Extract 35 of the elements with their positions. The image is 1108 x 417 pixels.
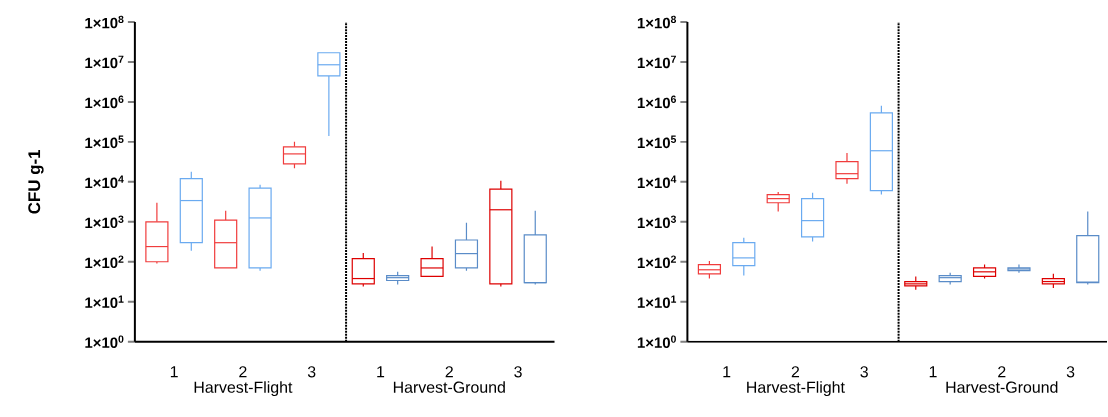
x-tick-label: 1: [929, 366, 937, 378]
y-tick-label: 1×10$^{3}$: [637, 215, 676, 229]
y-axis-title: CFU g-1: [28, 150, 44, 214]
text: Harvest-Flight: [194, 381, 293, 397]
x-tick-label: 3: [1066, 366, 1075, 378]
y-tick-label: 1×10$^{5}$: [85, 135, 124, 149]
y-tick-label: 1×10$^{7}$: [85, 55, 124, 69]
y-tick-label: 1×10$^{6}$: [637, 95, 676, 109]
y-tick-label: 1×10$^{8}$: [637, 15, 677, 29]
y-tick-label: 1×10$^{5}$: [637, 135, 677, 149]
x-tick-label: 2: [445, 366, 453, 378]
x-tick-label: 1: [377, 366, 385, 378]
x-tick-label: 2: [998, 366, 1006, 378]
x-tick-label: 1: [170, 366, 178, 378]
x-tick-label: 3: [514, 366, 522, 378]
y-tick-label: 1×10$^{8}$: [85, 15, 124, 29]
text: Harvest-Flight: [747, 381, 845, 397]
y-tick-label: 1×10$^{0}$: [85, 335, 124, 349]
text: Harvest-Ground: [393, 381, 505, 394]
x-tick-label: 3: [860, 366, 868, 378]
y-tick-label: 1×10$^{4}$: [85, 175, 124, 189]
y-tick-label: 1×10$^{1}$: [637, 295, 677, 309]
y-tick-label: 1×10$^{7}$: [637, 55, 676, 69]
text: Harvest-Ground: [946, 381, 1058, 394]
y-tick-label: 1×10$^{2}$: [85, 255, 124, 269]
x-tick-label: 1: [723, 366, 731, 378]
y-tick-label: 1×10$^{2}$: [637, 255, 676, 269]
x-tick-label: 2: [239, 366, 247, 378]
y-tick-label: 1×10$^{6}$: [85, 95, 124, 109]
x-tick-label: 2: [791, 366, 800, 378]
y-tick-label: 1×10$^{1}$: [85, 295, 124, 309]
y-tick-label: 1×10$^{0}$: [637, 335, 676, 349]
x-tick-label: 3: [307, 366, 316, 378]
y-tick-label: 1×10$^{3}$: [85, 215, 124, 229]
y-tick-label: 1×10$^{4}$: [637, 175, 677, 189]
